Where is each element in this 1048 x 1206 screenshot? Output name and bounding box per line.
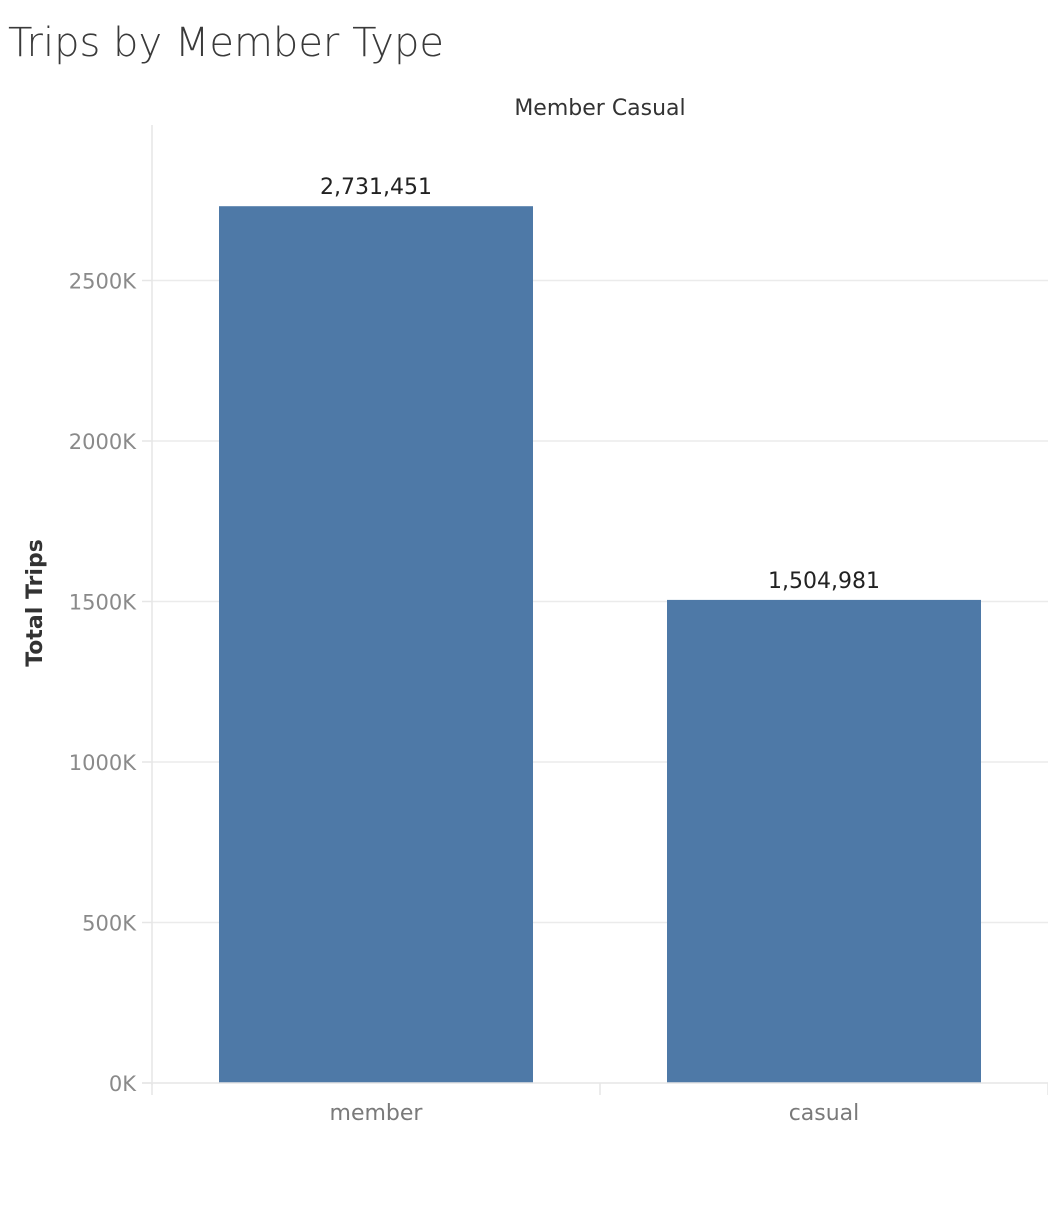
y-tick-label: 2000K	[69, 430, 137, 454]
bar-casual	[667, 599, 981, 1083]
data-label-member: 2,731,451	[320, 175, 432, 200]
y-tick-label: 500K	[82, 912, 137, 936]
bar-member	[219, 206, 533, 1083]
y-tick-label: 2500K	[69, 270, 137, 294]
y-tick-label: 0K	[109, 1072, 137, 1096]
data-label-casual: 1,504,981	[768, 569, 880, 594]
y-axis-title: Total Trips	[23, 539, 48, 667]
x-tick-label-casual: casual	[789, 1101, 860, 1126]
x-tick-label-member: member	[330, 1101, 424, 1126]
bars	[219, 206, 981, 1083]
axes: 0K 500K 1000K 1500K 2000K 2500K member casual	[69, 125, 1048, 1126]
column-header: Member Casual	[514, 96, 685, 121]
y-tick-label: 1500K	[69, 591, 137, 615]
data-labels: 2,731,451 1,504,981	[320, 175, 880, 594]
y-tick-label: 1000K	[69, 751, 137, 775]
chart-title: Trips by Member Type	[8, 20, 444, 66]
